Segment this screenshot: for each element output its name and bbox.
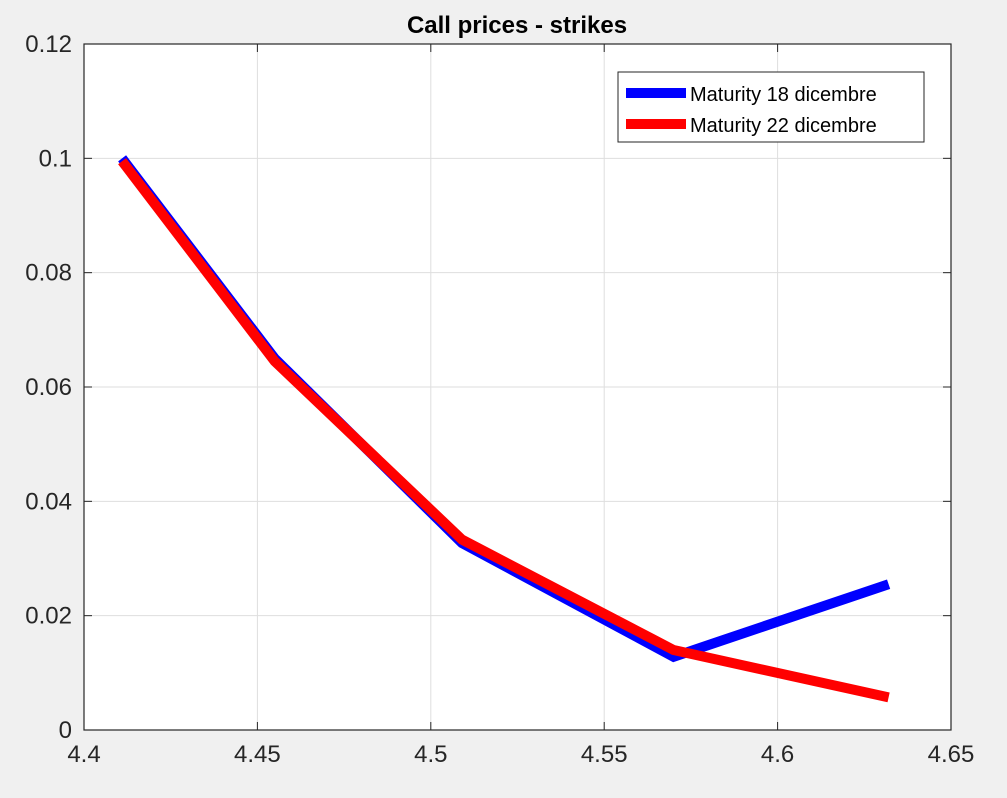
y-tick-labels: 0 0.02 0.04 0.06 0.08 0.1 0.12 <box>25 31 72 744</box>
x-tick-label: 4.45 <box>234 741 281 768</box>
legend-label-maturity-18: Maturity 18 dicembre <box>690 84 877 106</box>
x-tick-label: 4.5 <box>414 741 447 768</box>
x-tick-labels: 4.4 4.45 4.5 4.55 4.6 4.65 <box>67 741 974 768</box>
series-line-maturity-22 <box>118 158 890 703</box>
legend: Maturity 18 dicembre Maturity 22 dicembr… <box>617 71 925 143</box>
x-tick-label: 4.4 <box>67 741 100 768</box>
series-group <box>118 155 891 703</box>
y-tick-label: 0 <box>59 717 72 744</box>
y-tick-label: 0.04 <box>25 488 72 515</box>
x-tick-label: 4.55 <box>581 741 628 768</box>
grid <box>83 43 952 731</box>
legend-label-maturity-22: Maturity 22 dicembre <box>690 115 877 137</box>
y-tick-label: 0.02 <box>25 603 72 630</box>
y-tick-label: 0.1 <box>39 145 72 172</box>
legend-box <box>617 71 925 143</box>
y-tick-label: 0.06 <box>25 374 72 401</box>
x-tick-label: 4.65 <box>928 741 975 768</box>
y-tick-label: 0.08 <box>25 260 72 287</box>
y-tick-label: 0.12 <box>25 31 72 58</box>
chart-title: Call prices - strikes <box>407 12 627 39</box>
ticks <box>83 43 952 731</box>
x-tick-label: 4.6 <box>761 741 794 768</box>
